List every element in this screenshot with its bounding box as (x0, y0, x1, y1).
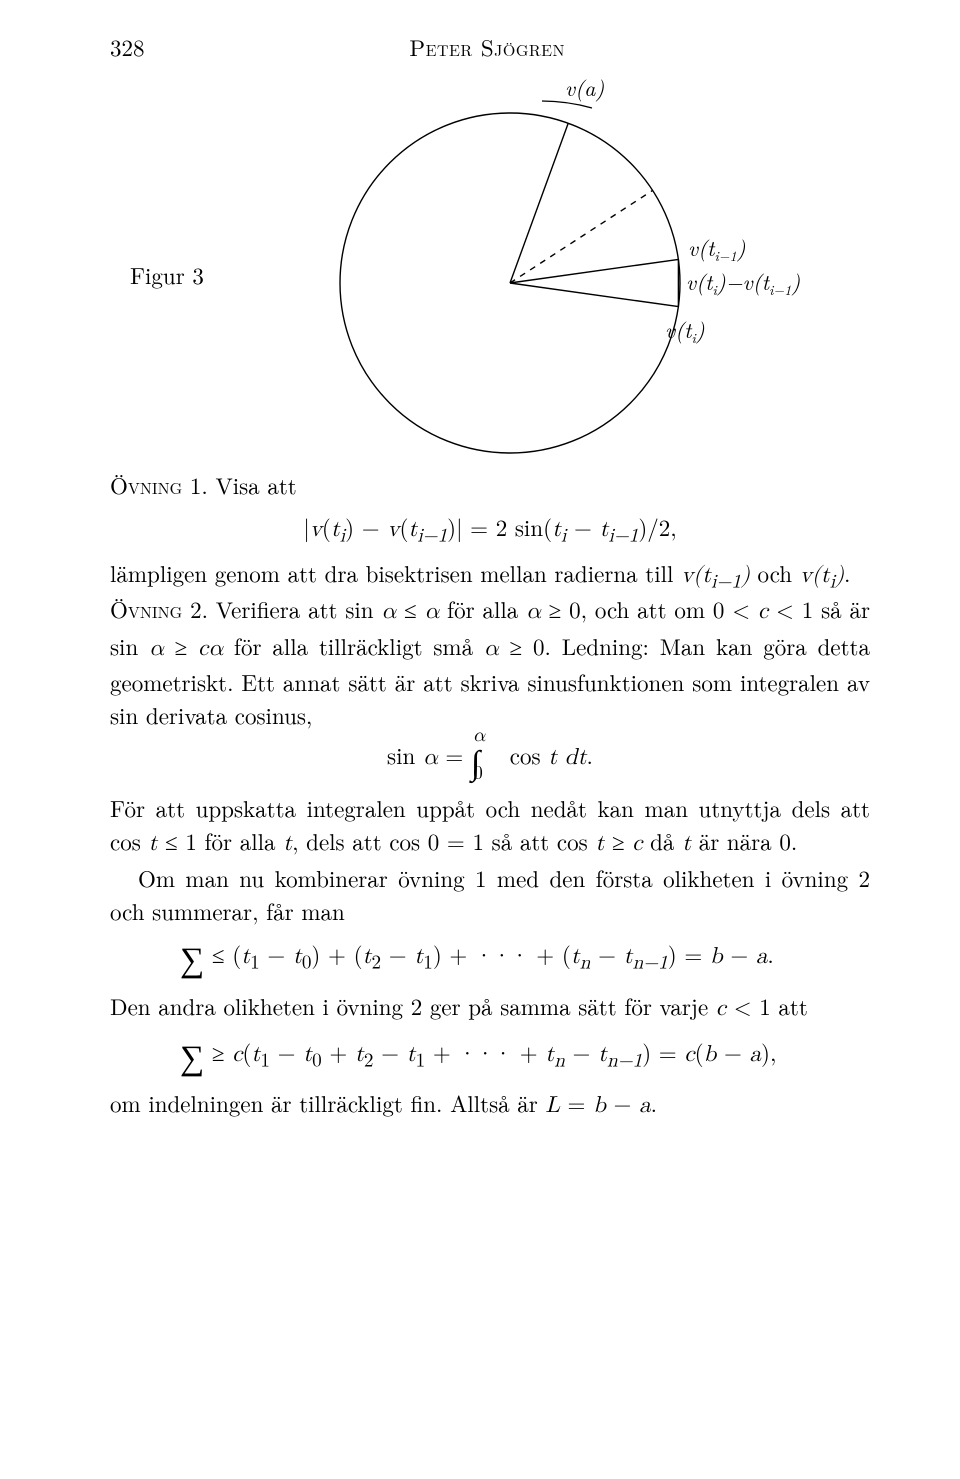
combine-paragraph: Om man nu kombinerar övning 1 med den fö… (110, 861, 870, 928)
label-vti-1: v(ti−1) (688, 232, 746, 266)
second-inequality-paragraph: Den andra olikheten i övning 2 ger på sa… (110, 989, 870, 1025)
ovning-2-heading: Övning 2. (110, 592, 208, 625)
sum-inequality-1: ∑ ≤ (t1 − t0) + (t2 − t1) + ··· + (tn − … (180, 933, 870, 982)
ovning-1-heading: Övning 1. (110, 468, 208, 501)
sigma-symbol-2: ∑ (180, 1031, 204, 1080)
ovning-1-paragraph: Övning 1. Visa att (110, 468, 870, 501)
label-vti: v(ti) (665, 314, 705, 348)
label-va: v(a) (565, 78, 604, 103)
label-vti-diff: v(ti)−v(ti−1) (686, 266, 800, 300)
figure-3: Figur 3 v(a) v(ti−1) v(ti)−v(ti−1) v(ti) (110, 78, 870, 468)
radius-vti-1 (510, 260, 678, 284)
running-head: 328 Peter Sjögren (110, 30, 870, 63)
radius-va (510, 124, 568, 284)
figure-caption: Figur 3 (130, 258, 204, 291)
ovning-1-tail-text-1: lämpligen genom att dra bisektrisen mell… (110, 556, 681, 589)
radius-vti (510, 283, 678, 307)
int-upper-limit: α (473, 726, 485, 745)
final-paragraph: om indelningen är tillräckligt fin. Allt… (110, 1086, 870, 1122)
ovning-2-paragraph: Övning 2. Verifiera att sin α ≤ α för al… (110, 592, 870, 731)
int-lower-limit: 0 (473, 757, 483, 785)
sum-inequality-2: ∑ ≥ c(t1 − t0 + t2 − t1 + ··· + tn − tn−… (180, 1031, 870, 1080)
ovning-1-tail-math-1: v(ti−1) (681, 564, 750, 587)
ovning-1-tail: lämpligen genom att dra bisektrisen mell… (110, 556, 870, 592)
after-integral-paragraph: För att uppskatta integralen uppåt och n… (110, 791, 870, 861)
circle-diagram: v(a) v(ti−1) v(ti)−v(ti−1) v(ti) (310, 78, 850, 468)
page: 328 Peter Sjögren Figur 3 v(a) v(ti−1) v… (0, 0, 960, 1479)
ovning-1-lead: Visa att (208, 468, 297, 501)
ovning-1-tail-math-2: v(ti) (800, 564, 844, 587)
page-number: 328 (110, 30, 145, 63)
ovning-1-equation: |v(ti) − v(ti−1)| = 2 sin(ti − ti−1)/2, (110, 510, 870, 546)
integral-equation: sin α = ∫0α cos t dt. (110, 736, 870, 785)
sigma-symbol-1: ∑ (180, 933, 204, 982)
radius-dashed-bisector (510, 191, 653, 284)
ovning-1-tail-text-2: och (750, 556, 800, 589)
author-name: Peter Sjögren (145, 30, 831, 63)
